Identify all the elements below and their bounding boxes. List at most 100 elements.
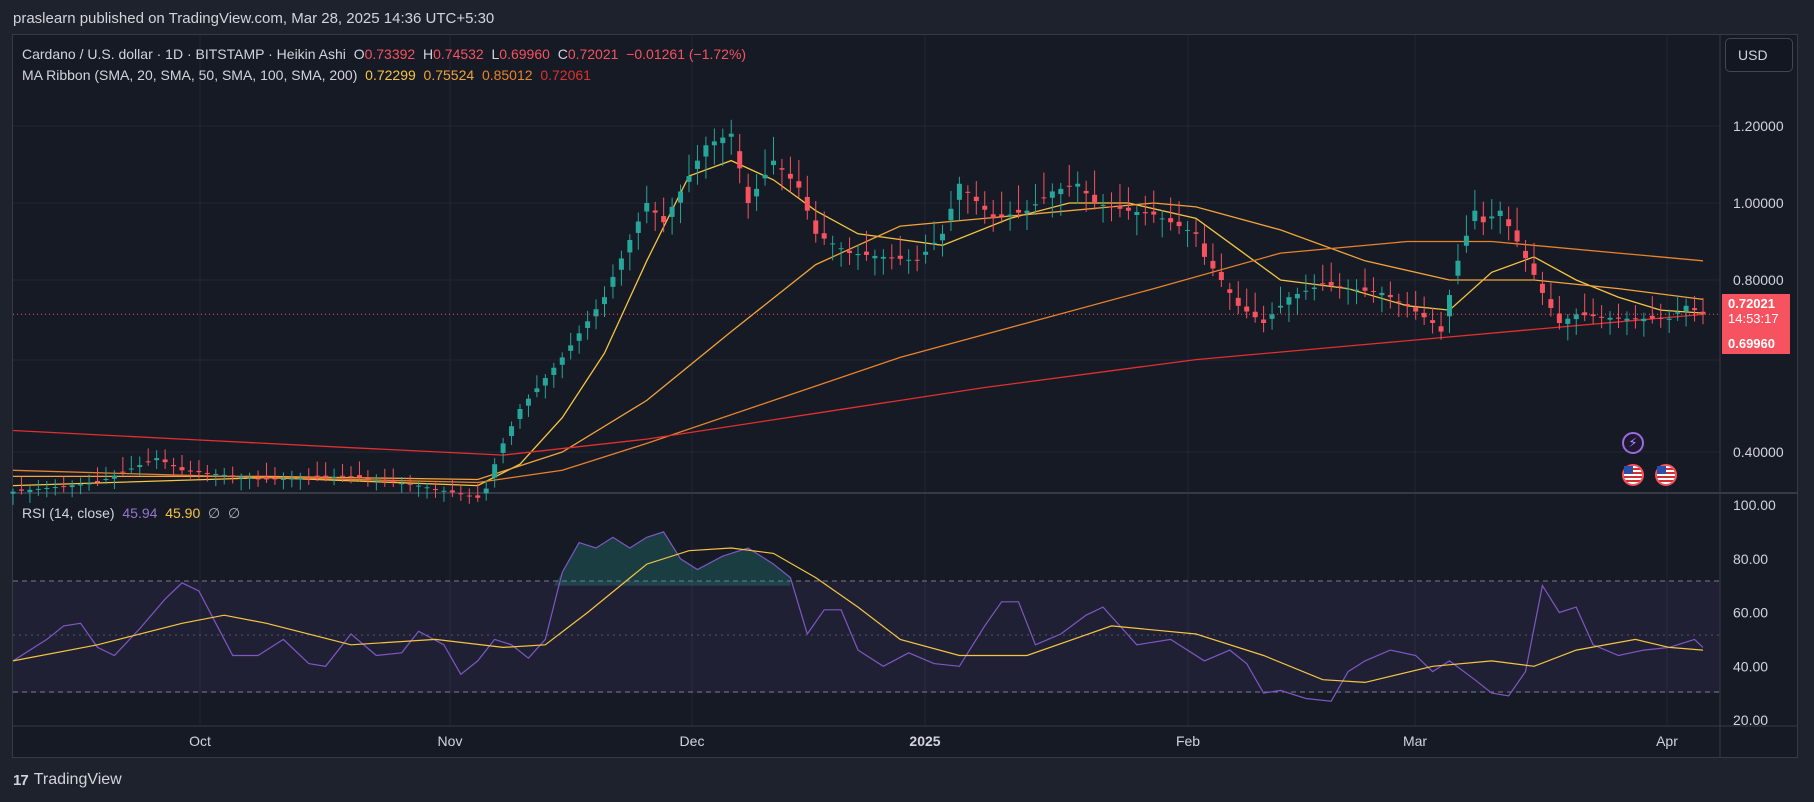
us-flag-icon[interactable] [1622, 464, 1644, 486]
candle-body [568, 345, 574, 351]
candle-body [855, 254, 861, 256]
candle-body [272, 478, 278, 480]
open-label: O [353, 46, 365, 62]
candle-body [1354, 289, 1360, 291]
rsi-null-2: ∅ [228, 505, 241, 521]
candle-body [196, 470, 202, 473]
ma-ribbon-label[interactable]: MA Ribbon (SMA, 20, SMA, 50, SMA, 100, S… [22, 67, 358, 83]
candle-body [1480, 216, 1486, 223]
candle-body [1447, 295, 1452, 317]
candle-body [1016, 209, 1022, 213]
candle-body [280, 478, 286, 480]
candle-body [1556, 313, 1562, 323]
candle-body [1683, 305, 1689, 312]
ma-line-sma-20 [12, 159, 1704, 487]
candle-body [1109, 206, 1114, 208]
us-flag-icon[interactable] [1655, 464, 1677, 486]
brand-name: TradingView [33, 771, 122, 788]
candle-body [923, 251, 929, 255]
candle-body [745, 186, 751, 203]
candle-body [1041, 197, 1047, 199]
candle-body [1514, 230, 1520, 242]
candle-body [390, 480, 396, 483]
ma-line-sma-200 [12, 313, 1704, 456]
candle-body [525, 398, 531, 406]
candle-body [1497, 210, 1503, 216]
rsi-ma-value: 45.90 [165, 505, 201, 521]
candle-body [948, 208, 954, 221]
candle-body [297, 478, 303, 480]
rsi-axis[interactable]: 20.00 40.00 60.00 80.00 100.00 [1733, 497, 1776, 728]
candle-body [69, 485, 75, 488]
rsi-label[interactable]: RSI (14, close) [22, 505, 115, 521]
candle-body [27, 489, 33, 493]
candle-body [644, 203, 650, 212]
candle-body [1438, 326, 1444, 332]
candle-body [1413, 307, 1419, 312]
candle-body [517, 409, 523, 419]
candle-body [1370, 290, 1376, 292]
footer-brand[interactable]: 17 TradingView [13, 771, 122, 789]
rsi-tick-label: 40.00 [1733, 658, 1768, 674]
chart-frame[interactable] [12, 34, 1798, 758]
candle-body [1218, 271, 1224, 280]
currency-button[interactable]: USD [1725, 38, 1793, 72]
price-axis[interactable]: 0.40000 0.80000 1.00000 1.20000 [1733, 118, 1784, 460]
candle-body [204, 472, 210, 474]
candle-body [1151, 211, 1157, 215]
candle-body [1692, 308, 1698, 311]
candle-body [1599, 316, 1605, 318]
candle-body [1539, 283, 1545, 293]
candle-body [407, 483, 413, 485]
candle-body [128, 468, 134, 470]
candle-body [154, 458, 160, 461]
candle-body [1092, 194, 1098, 203]
candle-body [1607, 317, 1613, 320]
candle-body [779, 168, 785, 170]
candle-body [1641, 318, 1647, 322]
candle-body [1565, 318, 1571, 324]
candle-body [340, 475, 346, 477]
candle-body [162, 459, 168, 463]
candle-body [483, 488, 489, 494]
ma-line-sma-50 [13, 202, 1704, 481]
lightning-icon[interactable]: ⚡ [1622, 432, 1644, 454]
rsi-line-ma [12, 547, 1704, 684]
rsi-null-1: ∅ [208, 505, 221, 521]
candle-body [331, 477, 337, 479]
candle-body [1134, 211, 1140, 215]
candle-body [762, 174, 768, 179]
symbol-title[interactable]: Cardano / U.S. dollar · 1D · BITSTAMP · … [22, 46, 346, 62]
candle-body [1472, 210, 1478, 222]
candle-body [703, 145, 709, 157]
rsi-tick-label: 100.00 [1733, 497, 1776, 513]
candle-body [847, 250, 853, 254]
open-value: 0.73392 [364, 46, 416, 62]
low-price-value: 0.69960 [1728, 336, 1775, 351]
time-axis[interactable]: Oct Nov Dec 2025 Feb Mar Apr [189, 733, 1678, 749]
candle-body [1320, 283, 1326, 285]
price-tick-label: 0.40000 [1733, 444, 1784, 460]
candle-body [373, 479, 379, 481]
close-value: 0.72021 [567, 46, 619, 62]
grid-lines [13, 35, 1720, 726]
candle-body [804, 196, 810, 211]
candle-body [771, 160, 776, 166]
candle-body [1337, 286, 1343, 288]
candle-body [1075, 183, 1081, 187]
candle-body [973, 196, 979, 202]
candle-body [1303, 290, 1309, 292]
candle-body [1032, 204, 1038, 206]
candle-body [103, 479, 109, 481]
candle-body [314, 475, 320, 478]
candle-body [230, 475, 236, 477]
rsi-lines [12, 531, 1704, 702]
top-bar: praslearn published on TradingView.com, … [0, 0, 1814, 34]
close-label: C [557, 46, 568, 62]
time-tick-label: Mar [1403, 733, 1427, 749]
candle-body [1294, 293, 1300, 299]
candle-body [1430, 320, 1436, 323]
candle-body [365, 478, 371, 480]
candle-body [255, 478, 261, 480]
